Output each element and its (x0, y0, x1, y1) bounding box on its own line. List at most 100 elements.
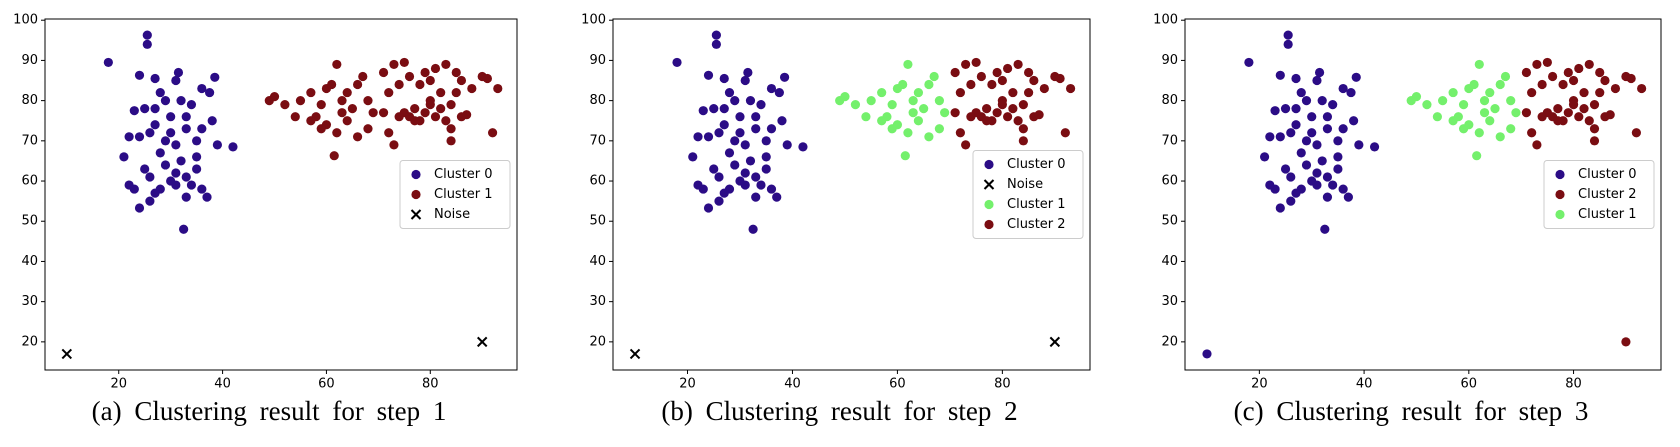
point (124, 132, 134, 142)
point (1579, 104, 1589, 114)
point (1338, 124, 1348, 134)
y-tick-label: 20 (1161, 334, 1178, 349)
point (709, 104, 719, 114)
point (950, 67, 960, 78)
legend-box (972, 150, 1084, 239)
point (929, 71, 939, 82)
point (155, 148, 165, 158)
y-tick-label: 50 (21, 214, 38, 229)
point (955, 87, 965, 98)
point (934, 124, 944, 134)
legend-label: Cluster 0 (1578, 167, 1637, 182)
point (487, 128, 498, 138)
point (1574, 112, 1584, 122)
point (751, 112, 761, 122)
point (1283, 30, 1293, 40)
point (887, 124, 897, 134)
point (1301, 96, 1312, 106)
point (171, 75, 181, 86)
point (150, 73, 160, 84)
y-tick-label: 100 (581, 13, 606, 28)
point (903, 59, 913, 70)
point (436, 104, 446, 114)
legend-symbol (1555, 189, 1565, 200)
point (1432, 112, 1443, 122)
point (1333, 152, 1343, 162)
y-tick-label: 70 (1161, 133, 1178, 148)
point (919, 104, 929, 114)
point (711, 30, 721, 40)
point (751, 124, 761, 134)
point (1574, 63, 1584, 74)
point (1291, 73, 1301, 84)
point (150, 120, 160, 130)
point (724, 87, 735, 98)
point (176, 96, 186, 106)
point (269, 91, 280, 102)
point (1589, 136, 1600, 146)
y-tick-label: 60 (21, 174, 38, 189)
subplot: 20 40 60 80 20 30 40 50 60 70 80 90 100 Cluster 0 Nois… (581, 13, 1091, 426)
point (179, 224, 189, 234)
point (1291, 188, 1301, 198)
point (1343, 192, 1353, 202)
point (1013, 116, 1023, 126)
point (1280, 164, 1291, 174)
point (160, 160, 171, 170)
point (446, 100, 456, 110)
point (384, 128, 394, 138)
point (1605, 110, 1615, 120)
point (1003, 112, 1013, 122)
point (337, 108, 347, 118)
point (1286, 196, 1296, 206)
point (992, 67, 1002, 78)
caption: (b) Clustering result for step 2 (661, 396, 1017, 426)
legend: Cluster 0 Cluster 2 Cluster 1 (1543, 160, 1655, 229)
point (1265, 132, 1275, 142)
point (280, 100, 290, 110)
point (703, 203, 714, 213)
point (1055, 73, 1065, 84)
point (1485, 87, 1495, 98)
point (1018, 100, 1028, 110)
point (1333, 136, 1343, 146)
point (714, 172, 724, 182)
x-stroke (477, 336, 488, 348)
point (1479, 96, 1490, 106)
point (1328, 180, 1338, 190)
point (772, 192, 782, 202)
point (1621, 337, 1631, 347)
x-tick-label: 20 (1251, 377, 1268, 392)
point (1422, 100, 1432, 110)
point (332, 128, 342, 138)
point (908, 96, 918, 106)
point (709, 164, 719, 174)
point (186, 180, 197, 190)
point (140, 104, 150, 114)
point (1322, 112, 1333, 122)
point (1312, 180, 1322, 190)
y-tick-label: 70 (589, 133, 606, 148)
point (756, 100, 766, 110)
point (1307, 128, 1317, 138)
plot-frame (612, 18, 1091, 371)
point (202, 192, 212, 202)
point (1024, 87, 1034, 98)
point (1039, 83, 1049, 94)
point (1527, 87, 1537, 98)
x-tick-label: 40 (1356, 377, 1373, 392)
point (766, 184, 777, 194)
legend-box (1543, 160, 1655, 229)
point (1301, 136, 1312, 146)
point (462, 110, 472, 120)
point (982, 104, 992, 114)
point (1259, 152, 1270, 162)
point (1589, 124, 1600, 134)
point (1244, 57, 1254, 68)
point (1563, 108, 1573, 118)
x-tick-label: 40 (784, 377, 801, 392)
point (1338, 83, 1348, 94)
point (150, 104, 160, 114)
point (306, 116, 316, 126)
x-stroke (629, 348, 641, 360)
